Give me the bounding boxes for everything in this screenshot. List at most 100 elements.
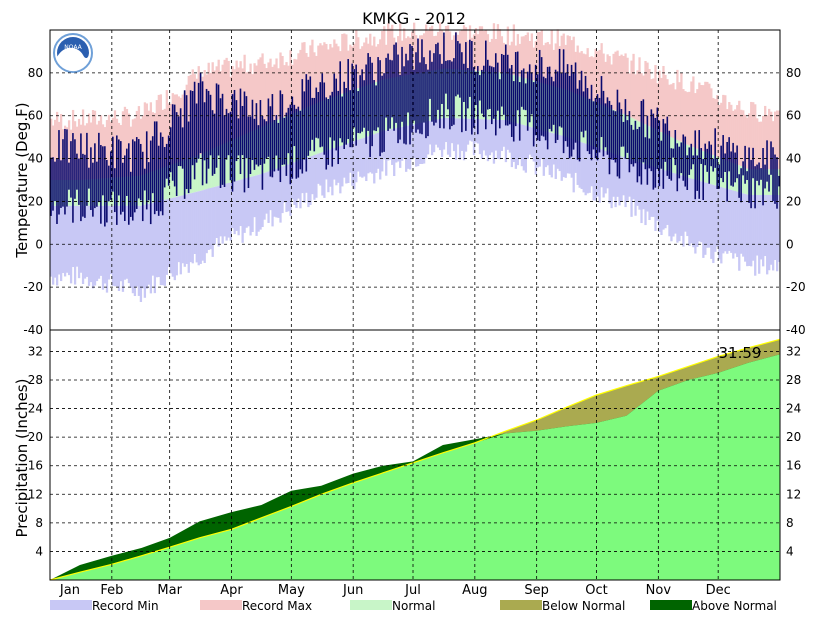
record-min-bar xyxy=(389,129,392,160)
observed-temperature-bar xyxy=(776,157,778,209)
record-max-bar xyxy=(582,53,585,97)
month-tick-label: Apr xyxy=(220,583,243,598)
record-max-bar xyxy=(53,119,57,180)
month-tick-label: Jul xyxy=(404,583,421,598)
observed-temperature-bar xyxy=(161,136,164,216)
observed-temperature-bar xyxy=(175,112,178,196)
temperature-tick-label-left: -20 xyxy=(23,280,43,294)
record-min-bar xyxy=(361,138,364,178)
record-max-bar xyxy=(229,76,232,141)
record-max-bar xyxy=(638,57,641,122)
observed-temperature-bar xyxy=(423,57,425,123)
record-min-bar xyxy=(766,195,769,275)
observed-temperature-bar xyxy=(421,39,423,135)
record-max-bar xyxy=(566,35,569,90)
record-min-bar xyxy=(95,205,99,282)
record-min-bar xyxy=(458,118,462,160)
observed-temperature-bar xyxy=(616,89,619,177)
observed-temperature-bar xyxy=(429,50,431,99)
record-max-bar xyxy=(760,121,763,170)
observed-temperature-bar xyxy=(189,90,192,190)
record-max-bar xyxy=(343,33,346,94)
record-min-bar xyxy=(395,128,398,163)
observed-temperature-bar xyxy=(536,74,539,141)
observed-temperature-bar xyxy=(584,75,587,131)
record-max-bar xyxy=(241,68,244,136)
observed-temperature-bar xyxy=(209,94,212,156)
observed-temperature-bar xyxy=(213,113,216,174)
observed-temperature-bar xyxy=(550,76,553,132)
observed-temperature-bar xyxy=(365,64,367,144)
observed-temperature-bar xyxy=(259,100,262,165)
record-max-bar xyxy=(680,72,683,142)
record-min-bar xyxy=(309,156,312,205)
record-min-bar xyxy=(407,125,410,169)
record-min-bar xyxy=(498,119,502,160)
record-min-bar xyxy=(692,179,695,248)
observed-temperature-bar xyxy=(221,93,224,185)
record-min-bar xyxy=(289,163,292,216)
record-min-bar xyxy=(448,118,452,157)
grid-lines xyxy=(50,30,780,580)
record-max-bar xyxy=(720,102,723,159)
record-min-bar xyxy=(604,150,607,194)
record-min-bar xyxy=(680,175,683,236)
observed-temperature-bar xyxy=(417,38,419,130)
record-min-bar xyxy=(582,142,585,193)
record-max-bar xyxy=(672,82,675,138)
record-max-bar xyxy=(706,81,709,153)
record-min-bar xyxy=(155,201,159,278)
observed-temperature-bar xyxy=(413,69,415,121)
observed-temperature-bar xyxy=(750,160,752,209)
observed-temperature-bar xyxy=(604,103,607,148)
observed-temperature-bar xyxy=(339,61,342,139)
record-min-bar xyxy=(159,200,162,286)
record-min-bar xyxy=(512,122,516,163)
record-max-bar xyxy=(762,115,765,170)
observed-temperature-bar xyxy=(383,73,385,152)
record-max-bar xyxy=(211,62,214,149)
observed-temperature-bar xyxy=(708,141,710,184)
record-min-bar xyxy=(526,126,529,159)
observed-temperature-bar xyxy=(668,130,671,179)
record-min-bar xyxy=(297,160,300,199)
observed-temperature-bar xyxy=(710,144,712,167)
observed-temperature-bar xyxy=(333,73,336,141)
observed-temperature-bar xyxy=(437,42,439,110)
record-min-bar xyxy=(169,198,172,274)
record-max-bar xyxy=(486,34,490,72)
record-min-bar xyxy=(339,145,342,194)
record-min-bar xyxy=(648,165,651,221)
observed-temperature-bar xyxy=(766,140,768,182)
record-min-bar xyxy=(684,176,687,232)
record-max-bar xyxy=(87,113,91,180)
observed-temperature-bar xyxy=(477,66,479,135)
observed-temperature-bar xyxy=(153,121,156,215)
record-min-bar xyxy=(760,195,763,260)
record-min-bar xyxy=(500,119,504,152)
record-max-bar xyxy=(331,47,334,98)
record-min-bar xyxy=(662,169,665,230)
record-max-bar xyxy=(750,101,753,170)
observed-temperature-bar xyxy=(522,68,525,110)
observed-temperature-bar xyxy=(540,57,543,136)
record-max-bar xyxy=(712,98,715,156)
observed-temperature-bar xyxy=(772,147,774,201)
record-max-bar xyxy=(518,43,522,77)
observed-temperature-bar xyxy=(293,104,296,147)
record-max-bar xyxy=(317,45,320,103)
record-max-bar xyxy=(548,44,551,86)
record-min-bar xyxy=(644,164,647,226)
record-max-bar xyxy=(476,34,480,71)
observed-temperature-bar xyxy=(239,88,242,175)
record-min-bar xyxy=(730,189,733,253)
record-max-bar xyxy=(728,102,731,162)
record-max-bar xyxy=(688,91,691,146)
record-max-bar xyxy=(299,49,302,111)
record-min-bar xyxy=(253,175,256,218)
record-min-bar xyxy=(504,120,508,163)
precipitation-tick-label-left: 12 xyxy=(28,487,43,501)
record-max-bar xyxy=(498,29,502,73)
record-max-bar xyxy=(604,61,607,107)
record-min-bar xyxy=(237,180,240,236)
